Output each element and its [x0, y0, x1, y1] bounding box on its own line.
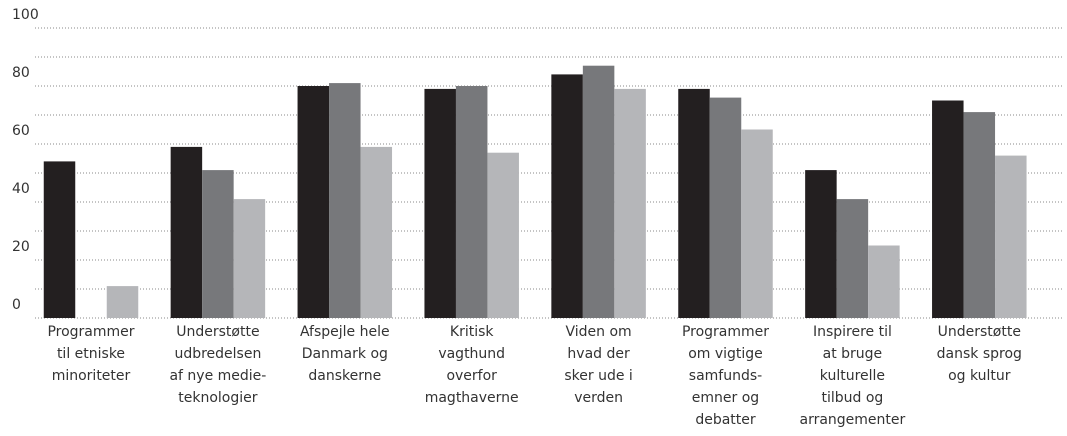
x-tick-label-line: danskerne — [308, 368, 381, 384]
bar — [868, 245, 900, 318]
x-tick-label-line: overfor — [446, 368, 497, 384]
bar — [963, 112, 996, 318]
x-tick-label-line: sker ude i — [564, 368, 632, 384]
x-tick-label: Programmer til etniske minoriteter — [47, 324, 134, 384]
x-tick-label-line: samfunds- — [689, 368, 762, 384]
bar — [805, 170, 837, 318]
x-tick-label: Understøtte dansk sprog og kultur — [937, 324, 1022, 384]
x-tick-label-line: Kritisk — [450, 324, 494, 340]
bar — [106, 286, 139, 318]
bar — [709, 97, 742, 318]
x-tick-label-line: til etniske — [57, 346, 125, 362]
x-tick-label: Viden om hvad der sker ude i verden — [564, 324, 632, 406]
x-tick-label-line: arrangementer — [800, 412, 906, 428]
x-tick-label-line: at bruge — [823, 346, 883, 362]
x-tick-label: Inspirere til at bruge kulturelle tilbud og… — [800, 324, 906, 428]
bar — [43, 161, 76, 318]
x-tick-label-line: Inspirere til — [813, 324, 892, 340]
bar — [836, 199, 869, 318]
bar — [233, 199, 266, 318]
x-tick-label-line: udbredelsen — [174, 346, 261, 362]
x-tick-label-line: kulturelle — [820, 368, 885, 384]
x-tick-label: Understøtte udbredelsen af nye medie-tekno… — [169, 324, 266, 406]
bar — [455, 86, 488, 318]
bar — [170, 146, 203, 318]
y-tick-label: 100 — [12, 7, 39, 23]
bar — [487, 152, 519, 318]
bar — [678, 88, 710, 319]
bar — [995, 155, 1027, 318]
y-tick-label: 20 — [12, 239, 30, 255]
x-tick-label-line: tilbud og — [821, 390, 883, 406]
bar — [360, 146, 393, 318]
x-tick-label-line: om vigtige — [688, 346, 763, 362]
bar — [932, 100, 964, 318]
x-tick-label-line: minoriteter — [52, 368, 131, 384]
x-tick-label-line: Programmer — [682, 324, 769, 340]
x-tick-label: Programmer om vigtige samfunds-emner og deb… — [682, 324, 769, 428]
bar — [582, 65, 615, 318]
bar — [297, 86, 330, 318]
x-tick-label-line: Programmer — [47, 324, 134, 340]
x-tick-label-line: Danmark og — [302, 346, 388, 362]
x-tick-label-line: og kultur — [948, 368, 1011, 384]
y-tick-label: 40 — [12, 181, 30, 197]
x-tick-label-line: emner og — [692, 390, 759, 406]
x-tick-label-line: af nye medie- — [169, 368, 266, 384]
bar — [551, 74, 583, 319]
bar — [424, 88, 456, 319]
x-tick-label-line: magthaverne — [425, 390, 519, 406]
bar — [202, 170, 234, 318]
x-tick-label: Afspejle hele Danmark og danskerne — [300, 324, 390, 384]
x-tick-label-line: teknologier — [178, 390, 257, 406]
y-tick-label: 60 — [12, 123, 30, 139]
bar — [614, 88, 646, 319]
bar — [741, 129, 773, 318]
x-tick-label-line: Viden om — [566, 324, 632, 340]
bar — [329, 83, 361, 318]
y-tick-label: 0 — [12, 297, 21, 313]
x-tick-label-line: dansk sprog — [937, 346, 1022, 362]
x-tick-label-line: debatter — [695, 412, 756, 428]
x-tick-label-line: Afspejle hele — [300, 324, 390, 340]
x-tick-label-line: verden — [574, 390, 623, 406]
x-tick-label-line: vagthund — [438, 346, 505, 362]
x-tick-label: Kritisk vagthund overfor magthaverne — [425, 324, 519, 406]
y-tick-label: 80 — [12, 65, 30, 81]
x-tick-label-line: Understøtte — [176, 324, 259, 340]
x-tick-label-line: Understøtte — [938, 324, 1021, 340]
x-tick-label-line: hvad der — [567, 346, 630, 362]
